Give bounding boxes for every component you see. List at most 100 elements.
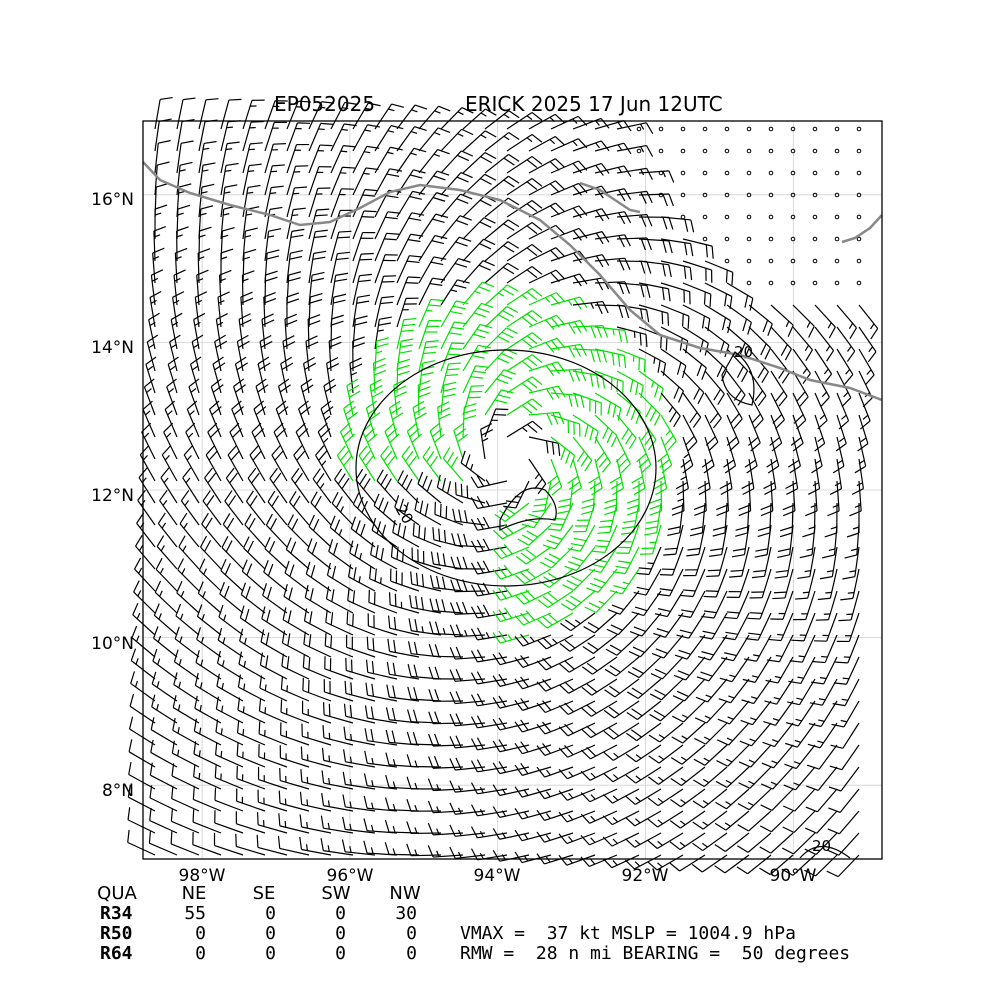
- radii-value: 0: [195, 923, 206, 944]
- wind-barb: [249, 445, 266, 482]
- wind-barb: [528, 337, 566, 353]
- wind-barb: [450, 556, 486, 570]
- wind-barb: [644, 502, 662, 536]
- wind-barb: [440, 150, 474, 174]
- wind-barb: [584, 590, 618, 614]
- wind-barb: [303, 631, 332, 658]
- wind-barb: [537, 590, 574, 609]
- wind-barb: [264, 100, 288, 130]
- wind-barb: [784, 744, 816, 770]
- wind-barb: [176, 140, 194, 174]
- wind-barb: [406, 422, 422, 460]
- wind-barb: [128, 761, 156, 790]
- wind-barb: [492, 673, 530, 687]
- wind-barb: [394, 495, 420, 526]
- wind-barb: [198, 183, 215, 218]
- radii-value: 0: [195, 943, 206, 964]
- wind-barb: [247, 467, 266, 504]
- wind-barb: [550, 414, 581, 437]
- calm-marker: [768, 280, 774, 286]
- wind-barb: [339, 422, 356, 460]
- wind-barb: [208, 400, 222, 438]
- wind-barb: [201, 512, 222, 548]
- wind-barb: [836, 304, 857, 339]
- wind-barb: [824, 502, 838, 538]
- wind-barb: [198, 98, 219, 130]
- wind-barb: [242, 184, 261, 218]
- wind-barb: [374, 232, 400, 262]
- wind-barb: [607, 590, 640, 615]
- calm-marker: [680, 192, 686, 198]
- wind-barb: [484, 327, 518, 350]
- wind-barb: [588, 458, 603, 496]
- wind-barb: [625, 766, 662, 784]
- calm-marker: [724, 236, 730, 242]
- wind-barb: [242, 163, 262, 196]
- wind-barb: [560, 612, 596, 632]
- wind-barb: [542, 524, 574, 550]
- wind-barb: [430, 551, 464, 570]
- wind-barb: [157, 512, 178, 548]
- wind-barb: [310, 491, 332, 526]
- wind-barb: [352, 336, 365, 372]
- wind-barb: [388, 400, 404, 438]
- wind-barb: [830, 722, 860, 749]
- wind-barb: [657, 436, 673, 474]
- wind-barb: [380, 445, 398, 482]
- wind-barb: [330, 230, 352, 262]
- wind-barb: [462, 260, 495, 284]
- wind-barb: [149, 290, 162, 328]
- wind-barb: [827, 810, 860, 835]
- wind-barb: [303, 608, 332, 636]
- wind-barb: [281, 653, 310, 680]
- wind-barb: [717, 700, 750, 725]
- wind-barb: [799, 524, 816, 559]
- calm-marker: [768, 170, 774, 176]
- wind-barb: [406, 731, 442, 746]
- wind-barb: [638, 304, 670, 326]
- wind-barb: [704, 348, 728, 382]
- radii-value: 0: [335, 903, 346, 924]
- wind-barb: [760, 788, 794, 811]
- wind-barb: [142, 400, 156, 438]
- wind-barb: [195, 650, 222, 680]
- wind-barb: [148, 830, 178, 856]
- wind-barb: [814, 414, 826, 452]
- wind-barb: [305, 561, 332, 592]
- wind-barb: [244, 513, 266, 548]
- wind-barb: [451, 533, 486, 548]
- wind-barb: [151, 671, 178, 702]
- wind-barb: [214, 742, 244, 768]
- wind-barb: [822, 524, 838, 559]
- wind-barb: [572, 162, 610, 176]
- wind-barb: [343, 703, 376, 724]
- calm-marker: [746, 280, 752, 286]
- calm-marker: [680, 148, 686, 154]
- wind-barb: [286, 143, 310, 174]
- wind-barb: [559, 634, 596, 652]
- wind-barb: [365, 659, 398, 680]
- calm-marker: [812, 258, 818, 264]
- wind-barb: [838, 590, 860, 622]
- wind-barb: [462, 108, 497, 130]
- wind-barb: [264, 249, 280, 284]
- wind-barb: [396, 212, 425, 240]
- wind-barb: [194, 695, 222, 724]
- wind-barb: [506, 398, 543, 416]
- wind-barb: [449, 668, 486, 682]
- wind-barb: [638, 392, 661, 426]
- wind-barb: [528, 135, 565, 152]
- wind-barb: [536, 831, 574, 843]
- wind-barb: [172, 717, 200, 746]
- wind-barb: [782, 788, 816, 812]
- wind-barb: [660, 238, 694, 257]
- wind-barb: [386, 661, 420, 680]
- wind-barb: [692, 788, 728, 809]
- wind-barb: [814, 370, 830, 407]
- wind-barb: [492, 607, 530, 623]
- wind-barb: [671, 722, 706, 744]
- wind-barb: [814, 612, 838, 642]
- wind-barb: [594, 211, 632, 225]
- wind-barb: [280, 722, 310, 746]
- wind-barb: [242, 248, 257, 284]
